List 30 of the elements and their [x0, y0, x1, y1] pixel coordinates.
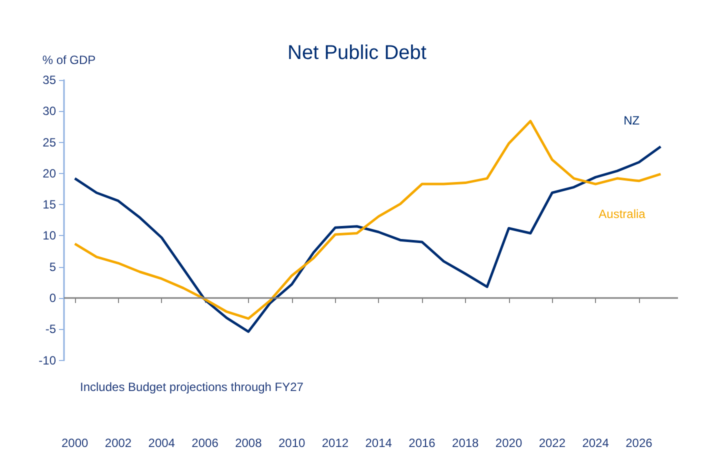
y-tick-label: 20	[42, 166, 56, 180]
y-tick-label: 25	[42, 135, 56, 150]
x-tick-label: 2000	[61, 436, 89, 450]
x-tick-label: 2024	[582, 436, 610, 450]
x-tick-label: 2002	[104, 436, 132, 450]
x-tick-label: 2020	[495, 436, 522, 450]
line-series	[74, 145, 662, 333]
chart-title: Net Public Debt	[288, 42, 427, 64]
x-tick-label: 2006	[192, 436, 219, 450]
text: Includes Budget projections through FY27	[80, 380, 304, 394]
y-tick-label: 35	[42, 73, 56, 87]
y-tick-label: 15	[42, 198, 56, 212]
x-tick-label: 2018	[452, 436, 480, 450]
y-tick-label: 30	[42, 104, 56, 118]
y-axis-title: % of GDP	[42, 53, 96, 67]
y-tick-label: -5	[45, 322, 56, 336]
x-tick-label: 2008	[235, 436, 262, 450]
x-tick-label: 2004	[148, 436, 176, 450]
x-tick-label: 2022	[538, 436, 566, 450]
y-tick-label: 10	[42, 228, 56, 243]
y-tick-label: 0	[49, 291, 56, 306]
y-tick-label: -10	[38, 353, 56, 368]
x-tick-label: 2016	[408, 436, 436, 450]
series-label: Australia	[598, 207, 646, 222]
x-tick-label: 2014	[365, 436, 392, 450]
x-tick-label: 2010	[278, 436, 306, 450]
y-tick-label: 5	[49, 260, 56, 274]
x-tick-label: 2026	[626, 436, 653, 450]
text: NZ	[624, 114, 640, 128]
x-tick-label: 2012	[322, 436, 349, 450]
